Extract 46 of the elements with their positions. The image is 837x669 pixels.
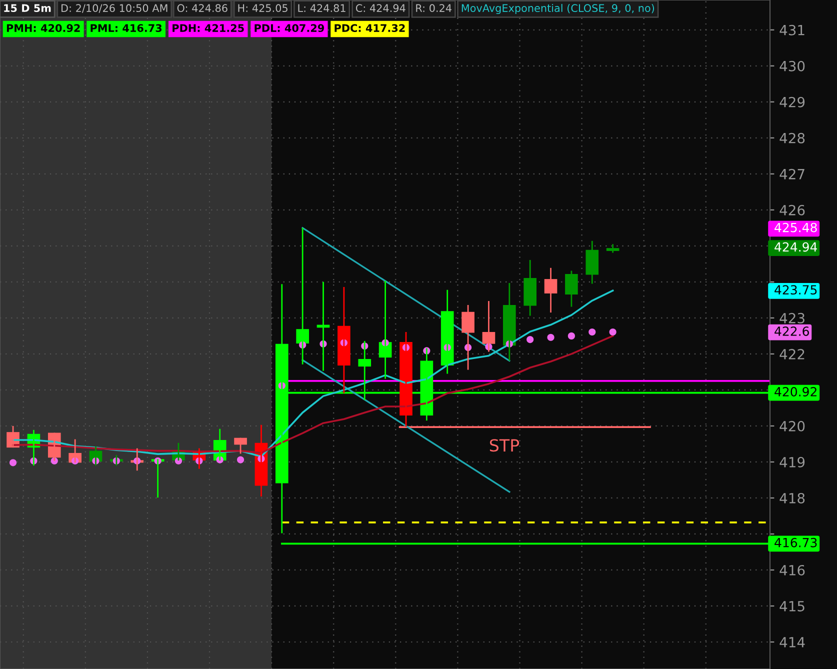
point bbox=[9, 459, 17, 466]
candlestick bbox=[338, 286, 350, 394]
annotation: MovAvgExponential (CLOSE, 9, 0, no) bbox=[462, 4, 654, 14]
point bbox=[588, 328, 596, 336]
y-tick-label: 422 bbox=[780, 348, 804, 360]
y-tick-label: 423 bbox=[780, 312, 804, 324]
annotation: O: 424.86 bbox=[177, 4, 228, 12]
annotation: PDL: 407.29 bbox=[254, 24, 324, 32]
annotation: L: 424.81 bbox=[298, 4, 346, 12]
text: 424.94 bbox=[774, 242, 818, 252]
y-tick-label: 418 bbox=[780, 492, 805, 504]
ref-line-label: STP bbox=[490, 439, 520, 452]
y-tick-label: 420 bbox=[780, 420, 805, 432]
y-tick-label: 426 bbox=[780, 204, 805, 216]
candlestick bbox=[565, 270, 578, 308]
ref-line-label: 420.92 bbox=[774, 387, 816, 396]
chart-title: 15 D 5m bbox=[4, 4, 51, 12]
y-tick-label: 415 bbox=[780, 601, 804, 612]
annotation: C: 424.94 bbox=[356, 4, 406, 12]
ref-line-label: 416.73 bbox=[774, 538, 817, 548]
y-tick-label: 414 bbox=[780, 637, 805, 648]
point bbox=[236, 456, 244, 464]
annotation: R: 0.24 bbox=[416, 4, 452, 12]
annotation: PDC: 417.32 bbox=[334, 24, 405, 32]
point bbox=[609, 328, 616, 336]
text: 425.48 bbox=[774, 222, 817, 232]
text: 422.6 bbox=[774, 326, 809, 336]
annotation: PMH: 420.92 bbox=[6, 24, 80, 32]
y-tick-label: 416 bbox=[780, 564, 805, 576]
y-tick-label: 429 bbox=[780, 96, 805, 108]
y-tick-label: 428 bbox=[780, 132, 805, 144]
y-tick-label: 430 bbox=[780, 60, 805, 72]
point bbox=[568, 332, 575, 340]
candlestick bbox=[400, 331, 412, 428]
text: 423.75 bbox=[774, 285, 817, 295]
y-tick-label: 431 bbox=[780, 24, 804, 36]
candlestick bbox=[462, 304, 474, 370]
y-tick-label: 419 bbox=[780, 456, 805, 468]
annotation: PML: 416.73 bbox=[90, 24, 162, 32]
annotation: PDH: 421.25 bbox=[172, 24, 244, 32]
point bbox=[526, 336, 534, 344]
annotation: H: 425.05 bbox=[238, 4, 288, 12]
point bbox=[547, 334, 554, 341]
annotation: D: 2/10/26 10:50 AM bbox=[62, 4, 168, 13]
y-tick-label: 427 bbox=[780, 168, 804, 180]
candlestick bbox=[440, 289, 454, 374]
